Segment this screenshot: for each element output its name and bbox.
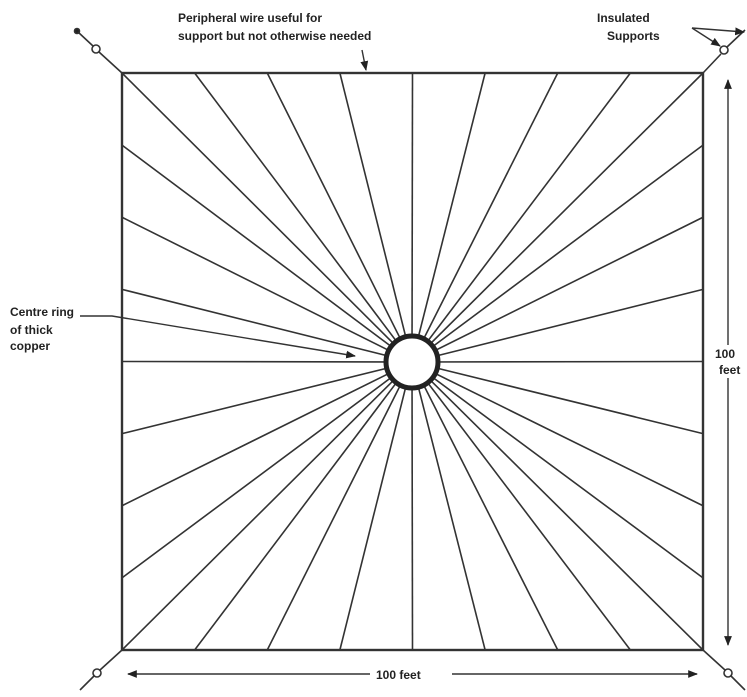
centre-ring (383, 333, 441, 391)
radial-wire (121, 288, 413, 363)
radial-wire (121, 361, 413, 435)
radial-wire (411, 72, 414, 363)
label: feet (719, 363, 740, 377)
label: 100 feet (376, 668, 421, 682)
radial-wire (411, 361, 414, 651)
radial-wire (411, 72, 486, 363)
radial-wire (411, 361, 486, 651)
radial-wire (411, 361, 704, 435)
radial-wire (339, 72, 413, 363)
radial-wire (121, 361, 413, 579)
radial-wire (411, 361, 559, 651)
radial-wire (411, 288, 704, 363)
radial-wire (193, 361, 413, 651)
label: Insulated (597, 11, 650, 25)
radial-wire (121, 361, 413, 507)
label: Centre ring (10, 305, 74, 319)
radial-wire (411, 361, 704, 579)
radial-wire (411, 72, 704, 363)
radial-wire (121, 361, 413, 651)
radial-wire (121, 144, 413, 363)
radial-wire (411, 72, 559, 363)
radial-wire (121, 216, 413, 363)
peripheral-wire (120, 71, 705, 652)
radial-wire (411, 361, 632, 651)
radial-wire (266, 72, 413, 363)
radial-wire (193, 72, 413, 363)
label: 100 (715, 347, 735, 361)
radial-wire (411, 72, 632, 363)
label: Peripheral wire useful for (178, 11, 322, 25)
radial-wire (266, 361, 413, 651)
radial-wire (411, 361, 704, 651)
radial-wire (411, 216, 704, 363)
radial-wire (121, 72, 413, 363)
radial-wire (121, 360, 413, 363)
radial-wires (121, 72, 704, 651)
pointer-arrows (80, 27, 745, 678)
label: Supports (607, 29, 660, 43)
radial-wire (411, 361, 704, 507)
radial-wire (411, 360, 704, 363)
label: of thick (10, 323, 53, 337)
insulated-supports (73, 27, 746, 691)
label: copper (10, 339, 50, 353)
radial-wire (339, 361, 413, 651)
label: support but not otherwise needed (178, 29, 371, 43)
radial-wire (411, 144, 704, 363)
